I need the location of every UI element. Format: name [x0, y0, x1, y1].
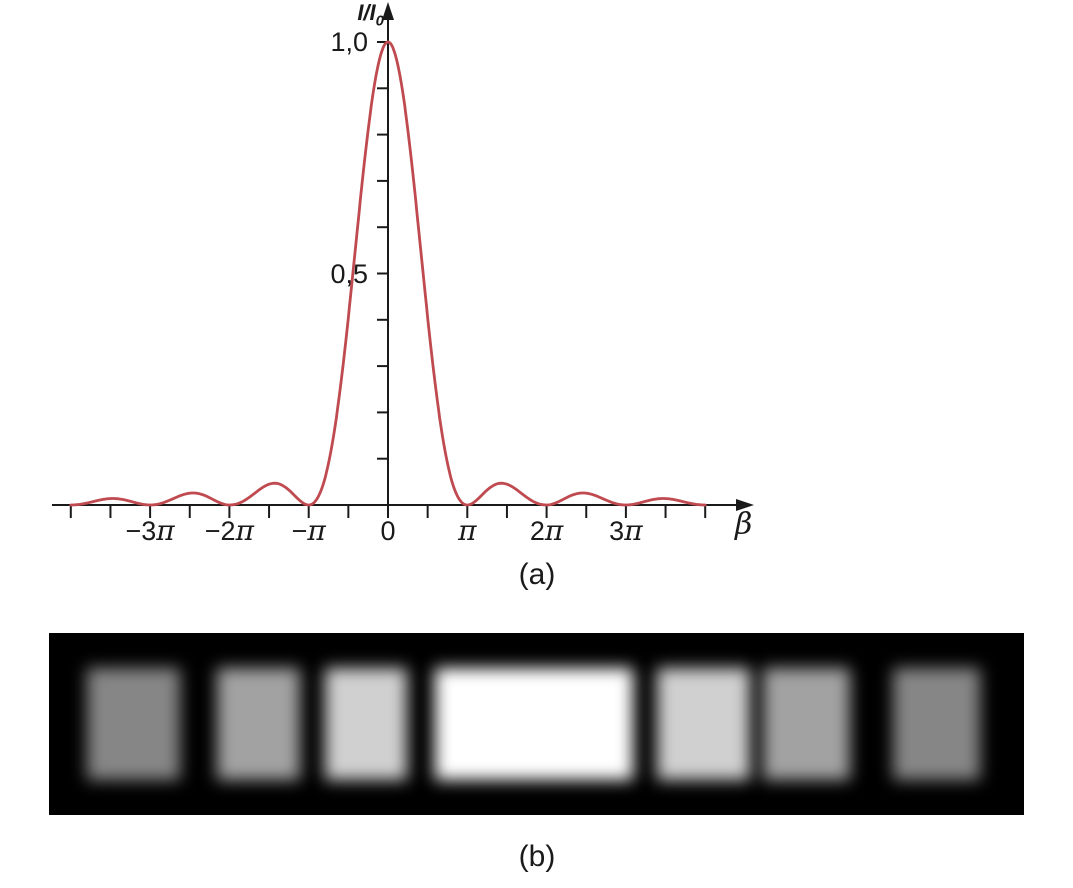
y-axis-label-main: I/I: [357, 0, 376, 25]
x-tick-number: −3: [125, 516, 157, 546]
panel-b-caption: (b): [518, 840, 556, 873]
diffraction-band-right-band-1: [657, 668, 750, 780]
intensity-curve: [69, 40, 707, 507]
x-tick-number: 3: [609, 516, 625, 546]
x-tick-label: 0: [343, 516, 433, 546]
diffraction-band-right-band-2: [763, 668, 850, 780]
diffraction-band-left-band-3: [87, 668, 180, 780]
pi-symbol: π: [624, 514, 643, 547]
intensity-chart: [52, 2, 754, 518]
x-tick-number: −: [291, 516, 308, 546]
x-tick-number: 2: [529, 516, 545, 546]
pi-symbol: π: [235, 514, 254, 547]
x-tick-label: π: [422, 516, 512, 546]
diffraction-band-right-band-3: [893, 668, 980, 780]
panel-a-caption: (a): [518, 558, 556, 591]
diffraction-band-central-band: [435, 668, 633, 780]
y-tick-label: 1,0: [330, 27, 368, 57]
pi-symbol: π: [544, 514, 564, 547]
x-tick-label: −3π: [105, 514, 195, 547]
pi-symbol: π: [458, 514, 477, 547]
pi-symbol: π: [156, 514, 175, 547]
y-tick-label: 0,5: [330, 258, 368, 289]
diffraction-pattern-image: [49, 633, 1024, 815]
x-tick-label: −2π: [184, 514, 274, 547]
x-tick-label: −π: [264, 514, 354, 547]
y-axis-label-subscript: 0: [375, 12, 384, 30]
x-axis-label: β: [735, 507, 753, 542]
y-axis-label: I/I0: [322, 0, 384, 34]
pi-symbol: π: [307, 514, 326, 547]
diffraction-band-left-band-2: [217, 668, 300, 780]
x-tick-label: 3π: [581, 514, 671, 547]
x-tick-number: −2: [204, 516, 236, 546]
x-axis-arrowhead: [736, 499, 754, 511]
x-tick-number: 0: [380, 516, 396, 546]
y-axis-arrowhead: [382, 2, 394, 20]
diffraction-band-left-band-1: [325, 668, 407, 780]
x-tick-label: 2π: [502, 514, 592, 547]
